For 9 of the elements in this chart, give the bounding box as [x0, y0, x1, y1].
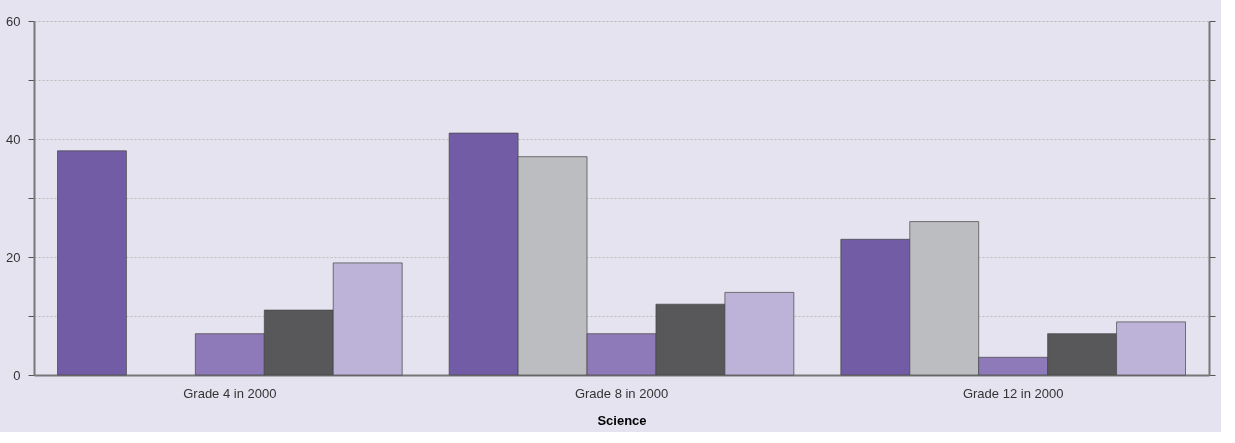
x-tick-label: Grade 4 in 2000 [183, 385, 277, 401]
x-tick-label: Grade 12 in 2000 [962, 385, 1064, 401]
y-tick-label: 0 [13, 367, 21, 383]
y-tick-label: 60 [6, 13, 21, 29]
bar [57, 150, 127, 376]
x-tick-label: Grade 8 in 2000 [574, 385, 669, 401]
y-tick-label: 40 [6, 131, 21, 147]
x-axis-title: Science [597, 412, 647, 428]
y-tick-label: 20 [6, 249, 21, 265]
